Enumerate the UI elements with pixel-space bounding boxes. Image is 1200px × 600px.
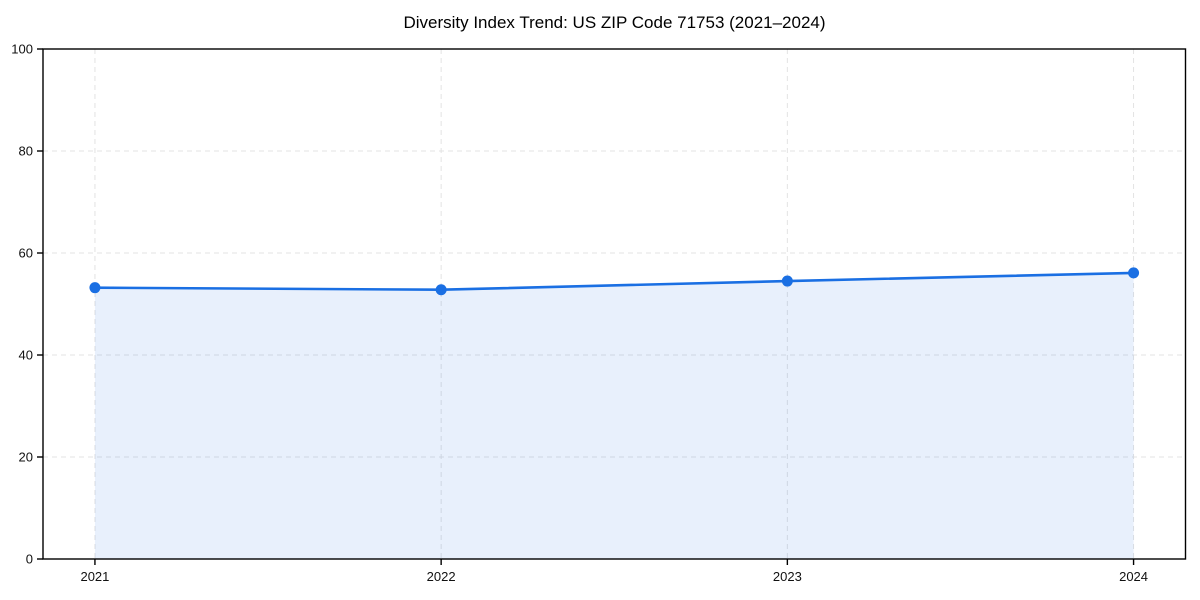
data-line [93,271,1135,292]
data-point-marker [1128,267,1140,279]
data-point-marker [781,275,793,287]
data-point-marker [435,284,447,296]
x-tick-label: 2024 [1119,569,1148,584]
y-tick-label: 0 [26,552,33,567]
y-tick-label: 20 [19,450,33,465]
x-tick-label: 2022 [427,569,456,584]
y-tick-label: 80 [19,144,33,159]
data-point-marker [89,282,101,294]
x-tick-label: 2023 [773,569,802,584]
y-tick-label: 60 [19,246,33,261]
chart-title: Diversity Index Trend: US ZIP Code 71753… [403,13,826,32]
y-tick-label: 100 [11,42,33,57]
y-tick-label: 40 [19,348,33,363]
x-tick-label: 2021 [80,569,109,584]
area-fill [94,272,1134,559]
axes-spines [42,48,1187,560]
